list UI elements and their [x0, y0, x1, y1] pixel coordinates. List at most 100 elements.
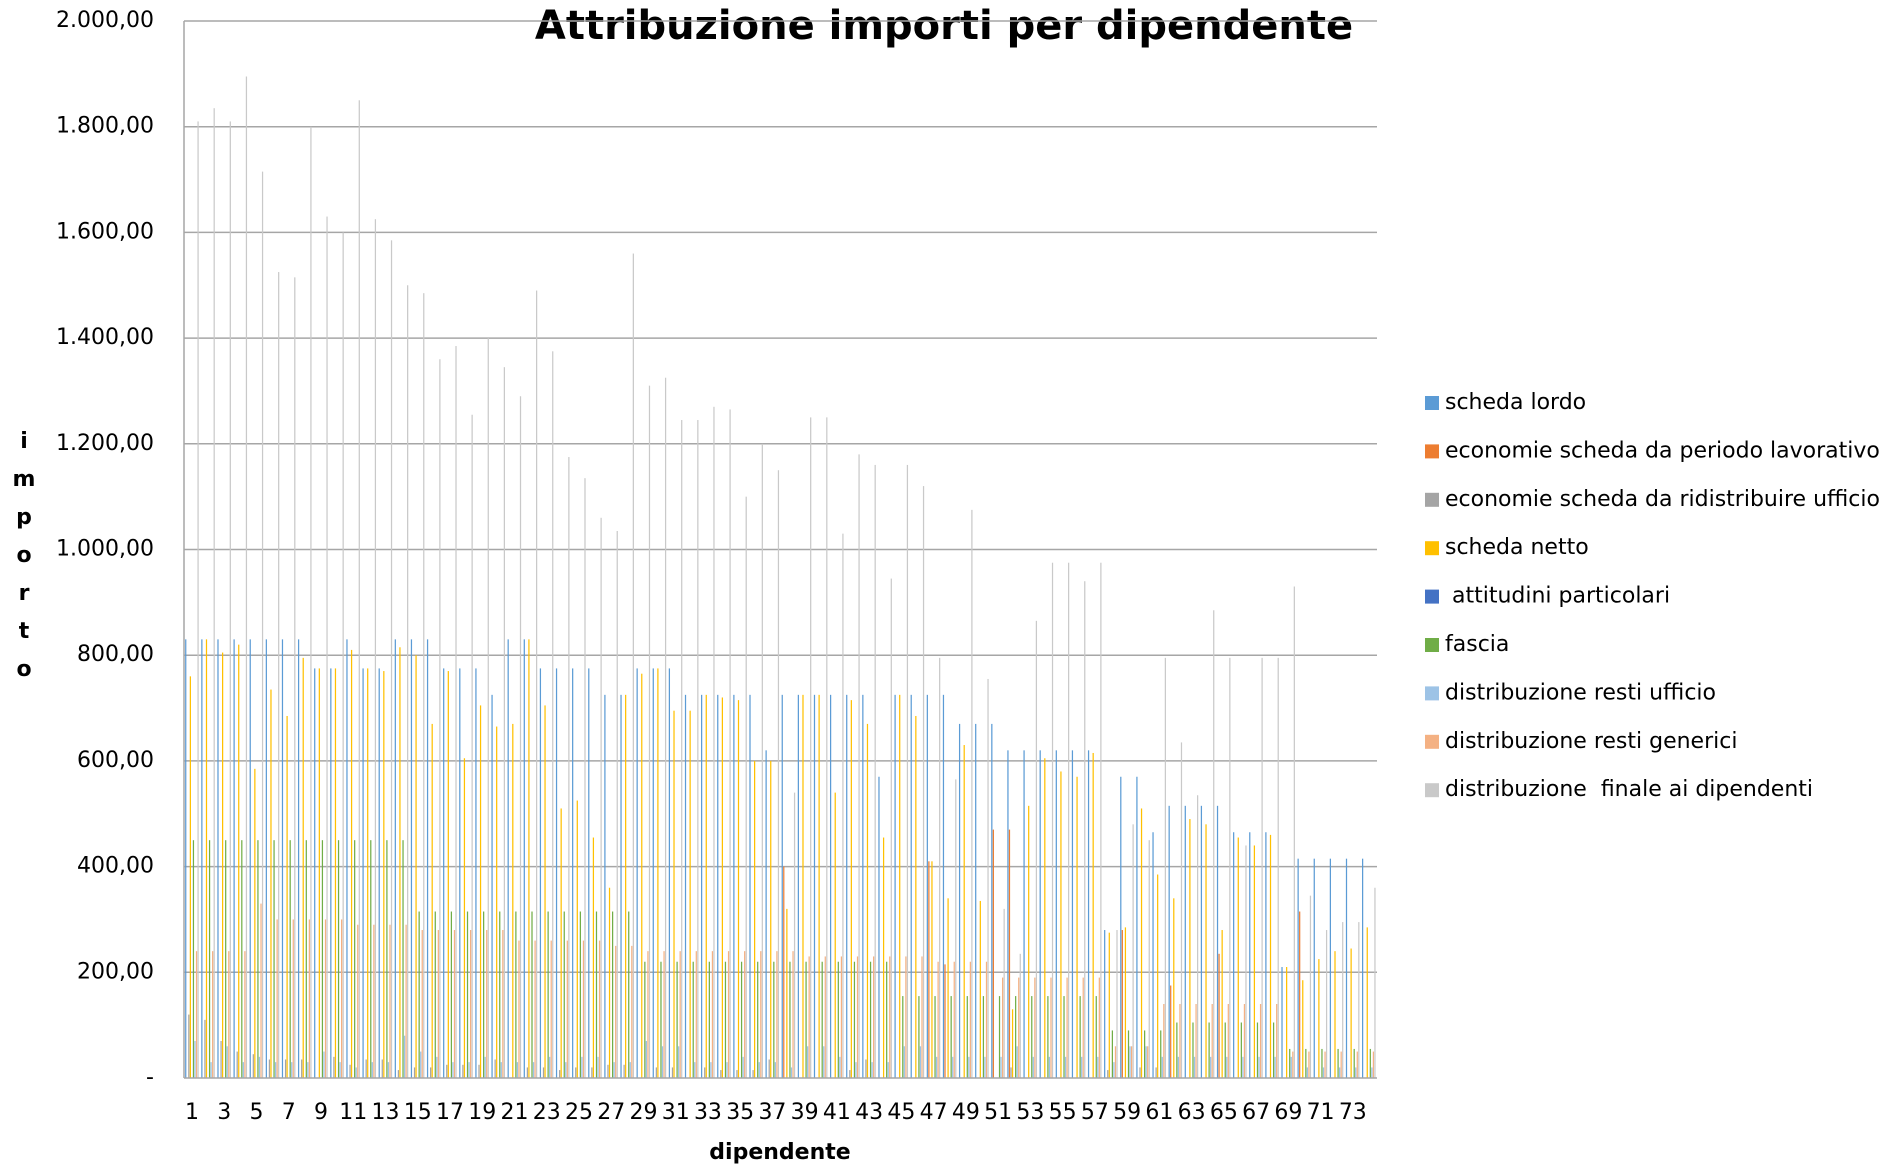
bar — [233, 639, 235, 1078]
x-tick-label: 33 — [694, 1100, 722, 1125]
bar — [1031, 996, 1033, 1078]
bar — [1358, 922, 1360, 1078]
bar — [544, 705, 546, 1078]
x-tick-label: 37 — [758, 1100, 786, 1125]
bar — [516, 1062, 519, 1078]
bar — [694, 1062, 696, 1078]
bar — [834, 792, 836, 1078]
bar — [515, 911, 517, 1078]
bar — [273, 840, 275, 1078]
bar — [536, 290, 538, 1078]
bar — [469, 930, 472, 1078]
x-tick-label: 59 — [1113, 1100, 1141, 1125]
y-tick-label: 800,00 — [77, 642, 154, 667]
bar — [1224, 1022, 1226, 1078]
legend-swatch — [1425, 444, 1439, 459]
legend-label: scheda lordo — [1445, 390, 1586, 415]
bar — [783, 866, 785, 1078]
bar — [1308, 1051, 1310, 1078]
x-tick-label: 47 — [920, 1100, 948, 1125]
bar — [678, 1046, 680, 1078]
bar — [1233, 832, 1235, 1078]
bar — [823, 1046, 825, 1078]
x-tick-label: 69 — [1274, 1100, 1302, 1125]
bar — [221, 652, 224, 1078]
bar — [314, 668, 316, 1078]
bar — [1136, 776, 1138, 1078]
bar — [902, 996, 904, 1078]
bar — [265, 639, 267, 1078]
bar — [797, 694, 799, 1078]
bar — [1256, 1022, 1259, 1078]
bar — [856, 956, 859, 1078]
bar — [613, 1062, 615, 1078]
bar — [1168, 805, 1170, 1078]
bar — [261, 171, 264, 1078]
x-tick-label: 3 — [217, 1100, 231, 1125]
bar — [1018, 977, 1020, 1078]
bar — [563, 911, 565, 1078]
bar — [1034, 977, 1036, 1078]
bar — [1192, 1022, 1194, 1078]
bar — [575, 1067, 577, 1078]
bar — [1259, 1004, 1262, 1078]
bar — [1213, 610, 1215, 1078]
bar — [701, 694, 703, 1078]
x-tick-label: 35 — [726, 1100, 754, 1125]
bar — [727, 951, 730, 1078]
bar — [1044, 758, 1046, 1078]
bar — [1113, 1062, 1115, 1078]
y-tick-label: 1.400,00 — [56, 325, 154, 350]
bar — [1010, 1067, 1012, 1078]
bar — [942, 694, 945, 1078]
bar — [955, 779, 957, 1078]
bar — [757, 961, 759, 1078]
legend: scheda lordo economie scheda da periodo l… — [1425, 390, 1880, 802]
y-tick-label: 2.000,00 — [56, 8, 154, 33]
bar — [837, 961, 839, 1078]
bar — [305, 840, 307, 1078]
x-tick-label: 27 — [597, 1100, 625, 1125]
bar — [502, 930, 504, 1078]
bar — [742, 1056, 744, 1078]
bar — [552, 351, 554, 1078]
x-tick-label: 73 — [1339, 1100, 1367, 1125]
bar — [341, 919, 343, 1078]
bar — [1286, 967, 1288, 1078]
bar — [450, 911, 453, 1078]
bar — [1216, 805, 1219, 1078]
bar — [241, 840, 243, 1078]
bar — [386, 840, 388, 1078]
bar — [362, 668, 364, 1078]
bar — [950, 996, 952, 1078]
bar — [992, 829, 994, 1078]
bar — [321, 840, 324, 1078]
bar — [966, 996, 968, 1078]
bar — [1140, 808, 1143, 1078]
bar — [736, 1070, 738, 1078]
bar — [462, 1064, 464, 1078]
bar — [600, 517, 602, 1078]
bar — [1229, 657, 1231, 1078]
bar — [258, 1056, 261, 1078]
bar — [720, 1070, 722, 1078]
bar — [534, 940, 536, 1078]
bar — [905, 956, 907, 1078]
bar — [1309, 895, 1312, 1078]
bar — [595, 911, 598, 1078]
bar — [1374, 887, 1376, 1078]
bar — [1111, 1030, 1113, 1078]
x-tick-label: 13 — [372, 1100, 400, 1125]
bar — [770, 760, 772, 1078]
bar — [708, 961, 710, 1078]
bar — [1195, 1004, 1197, 1078]
bar — [539, 668, 542, 1078]
bar — [491, 694, 493, 1078]
bar — [354, 840, 356, 1078]
x-tick-label: 25 — [565, 1100, 593, 1125]
bar — [1160, 1030, 1162, 1078]
bar — [1048, 1056, 1051, 1078]
bar — [818, 694, 820, 1078]
bar — [862, 694, 864, 1078]
